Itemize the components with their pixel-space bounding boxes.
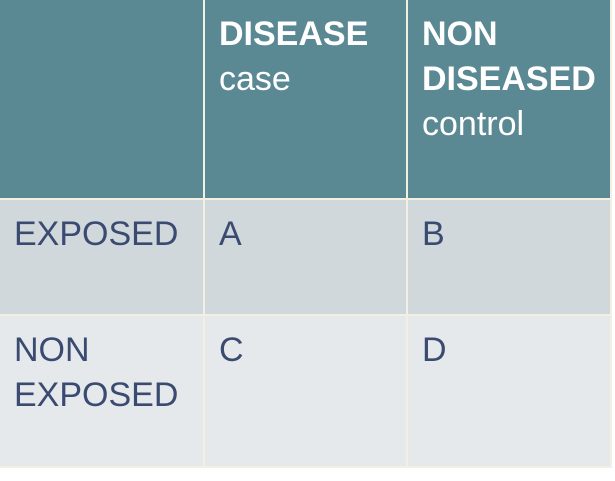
header-subtitle: control (422, 105, 525, 143)
cell: C (203, 314, 408, 468)
header-cell: NON DISEASED control (406, 0, 612, 200)
table: DISEASE case NON DISEASED control EXPOSE… (0, 0, 612, 468)
header-title: NON DISEASED (422, 15, 596, 98)
header-cell: DISEASE case (203, 0, 408, 200)
cell: D (406, 314, 612, 468)
header-subtitle: case (219, 60, 291, 98)
header-title: DISEASE (219, 15, 369, 53)
row-label: EXPOSED (0, 198, 205, 316)
header-row: DISEASE case NON DISEASED control (0, 0, 612, 200)
corner-cell (0, 0, 205, 200)
cell: B (406, 198, 612, 316)
row: EXPOSED A B (0, 198, 612, 316)
row: NON EXPOSED C D (0, 314, 612, 468)
row-label: NON EXPOSED (0, 314, 205, 468)
cell: A (203, 198, 408, 316)
